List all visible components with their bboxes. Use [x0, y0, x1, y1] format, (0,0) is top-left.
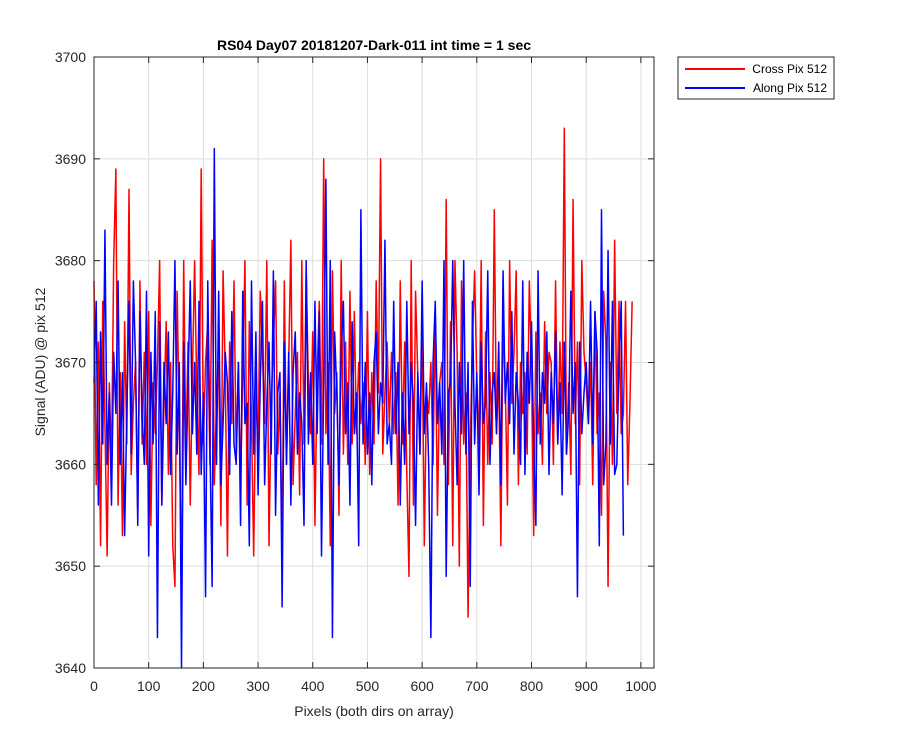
x-tick-label: 100 — [137, 678, 161, 694]
ticks — [93, 56, 654, 669]
x-tick-label: 900 — [575, 678, 599, 694]
x-tick-label: 400 — [301, 678, 325, 694]
legend-label-along: Along Pix 512 — [753, 81, 827, 95]
y-tick-label: 3650 — [55, 558, 86, 574]
x-tick-label: 600 — [410, 678, 434, 694]
series-line-along-pix-512 — [93, 147, 625, 669]
chart-title: RS04 Day07 20181207-Dark-011 int time = … — [217, 37, 531, 53]
legend-box — [677, 56, 835, 100]
x-tick-label: 300 — [246, 678, 270, 694]
y-tick-label: 3660 — [55, 456, 86, 472]
y-tick-labels: 3640 3650 3660 3670 3680 3690 3700 — [55, 49, 86, 676]
y-tick-label: 3670 — [55, 355, 86, 371]
legend: Cross Pix 512 Along Pix 512 — [677, 56, 835, 100]
x-tick-label: 800 — [520, 678, 544, 694]
x-tick-label: 700 — [465, 678, 489, 694]
legend-label-cross: Cross Pix 512 — [752, 62, 827, 76]
x-tick-label: 1000 — [625, 678, 656, 694]
y-tick-label: 3690 — [55, 151, 86, 167]
x-tick-label: 500 — [356, 678, 380, 694]
y-tick-label: 3700 — [55, 49, 86, 65]
series-layer — [93, 127, 633, 669]
y-tick-label: 3640 — [55, 660, 86, 676]
x-tick-label: 0 — [90, 678, 98, 694]
x-axis-label: Pixels (both dirs on array) — [294, 703, 454, 719]
y-tick-label: 3680 — [55, 253, 86, 269]
x-tick-labels: 0 100 200 300 400 500 600 700 800 900 1000 — [90, 678, 657, 694]
y-axis-label: Signal (ADU) @ pix 512 — [32, 287, 48, 436]
x-tick-label: 200 — [192, 678, 216, 694]
